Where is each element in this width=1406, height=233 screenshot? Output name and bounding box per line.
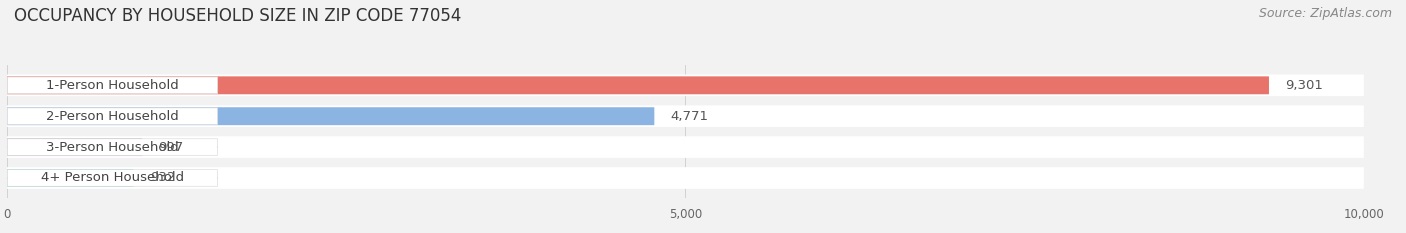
Text: 9,301: 9,301	[1285, 79, 1323, 92]
FancyBboxPatch shape	[7, 77, 218, 94]
Text: Source: ZipAtlas.com: Source: ZipAtlas.com	[1258, 7, 1392, 20]
FancyBboxPatch shape	[7, 170, 218, 186]
FancyBboxPatch shape	[7, 105, 1364, 127]
Text: 997: 997	[159, 140, 184, 154]
FancyBboxPatch shape	[7, 108, 218, 125]
Text: 1-Person Household: 1-Person Household	[46, 79, 179, 92]
FancyBboxPatch shape	[7, 136, 1364, 158]
FancyBboxPatch shape	[7, 138, 142, 156]
FancyBboxPatch shape	[7, 139, 218, 155]
Text: 2-Person Household: 2-Person Household	[46, 110, 179, 123]
FancyBboxPatch shape	[7, 76, 1270, 94]
Text: 932: 932	[150, 171, 176, 185]
Text: OCCUPANCY BY HOUSEHOLD SIZE IN ZIP CODE 77054: OCCUPANCY BY HOUSEHOLD SIZE IN ZIP CODE …	[14, 7, 461, 25]
FancyBboxPatch shape	[7, 107, 654, 125]
FancyBboxPatch shape	[7, 167, 1364, 189]
Text: 4,771: 4,771	[671, 110, 709, 123]
FancyBboxPatch shape	[7, 169, 134, 187]
Text: 4+ Person Household: 4+ Person Household	[41, 171, 184, 185]
Text: 3-Person Household: 3-Person Household	[46, 140, 179, 154]
FancyBboxPatch shape	[7, 75, 1364, 96]
